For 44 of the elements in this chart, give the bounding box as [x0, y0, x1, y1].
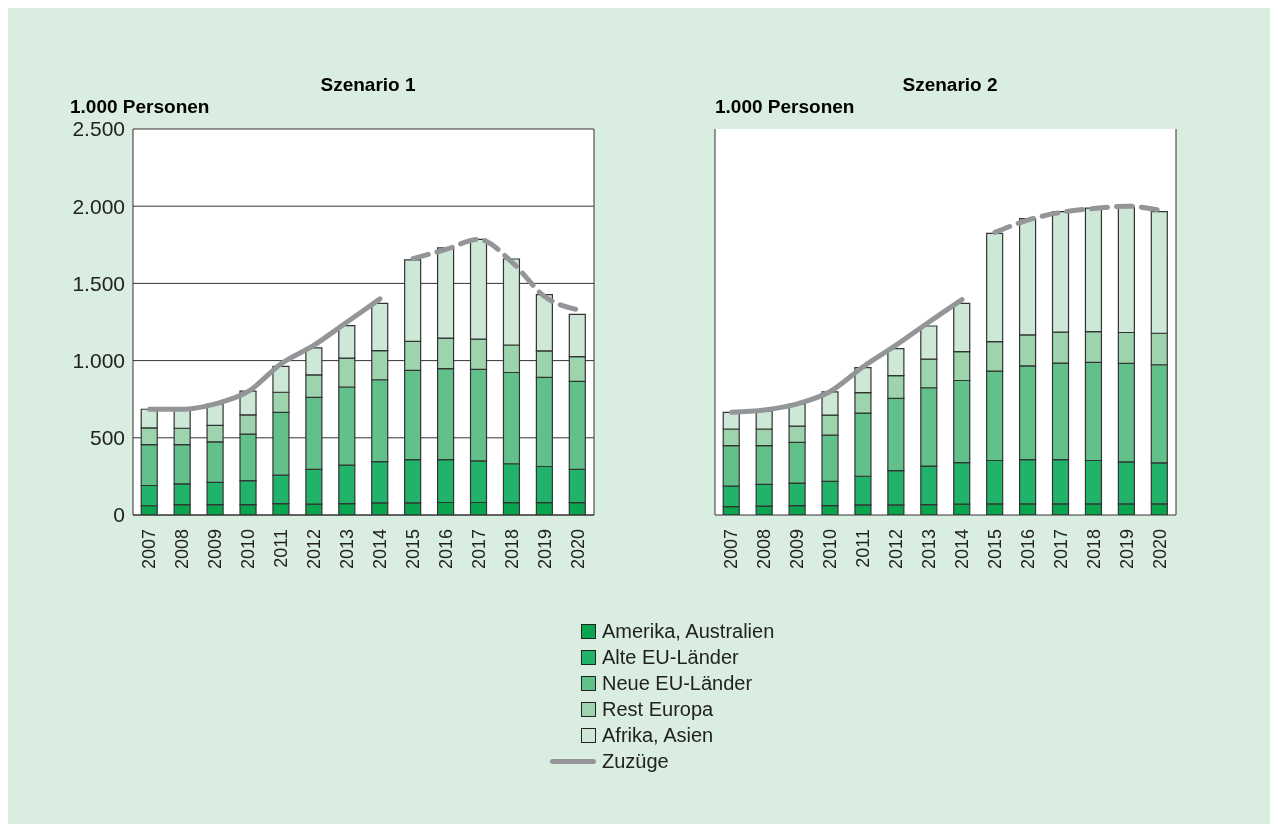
x-tick-label: 2013	[337, 529, 358, 570]
y-tick-label: 2.500	[72, 117, 125, 141]
x-tick-label: 2014	[369, 529, 390, 570]
x-tick-label: 2010	[820, 529, 841, 570]
y-tick-label: 500	[89, 426, 125, 450]
x-tick-label: 2019	[1116, 529, 1137, 570]
y-axis-title: 1.000 Personen	[715, 96, 855, 118]
x-tick-label: 2008	[172, 529, 193, 570]
x-tick-label: 2013	[919, 529, 940, 570]
legend-label: Alte EU-Länder	[602, 645, 739, 669]
x-tick-label: 2016	[1017, 529, 1038, 570]
x-tick-label: 2011	[271, 529, 292, 568]
legend-label: Rest Europa	[602, 697, 714, 721]
x-tick-label: 2018	[501, 529, 522, 570]
y-axis-title: 1.000 Personen	[70, 96, 210, 118]
x-tick-label: 2011	[853, 529, 874, 568]
x-tick-label: 2009	[205, 529, 226, 570]
x-tick-label: 2007	[721, 529, 742, 570]
chart-title: Szenario 2	[901, 74, 999, 96]
legend-label: Amerika, Australien	[602, 619, 775, 643]
x-tick-label: 2017	[468, 529, 489, 570]
y-tick-label: 1.500	[72, 271, 125, 295]
x-tick-label: 2007	[139, 529, 160, 570]
legend-label: Neue EU-Länder	[602, 671, 753, 695]
x-tick-label: 2012	[304, 529, 325, 570]
chart-title: Szenario 1	[319, 74, 417, 96]
x-tick-label: 2020	[567, 529, 588, 570]
x-tick-label: 2018	[1083, 529, 1104, 570]
x-tick-label: 2010	[238, 529, 259, 570]
x-tick-label: 2016	[435, 529, 456, 570]
x-tick-label: 2020	[1149, 529, 1170, 570]
x-tick-label: 2015	[402, 529, 423, 570]
legend-label: Zuzüge	[602, 749, 669, 773]
x-tick-label: 2019	[534, 529, 555, 570]
x-tick-label: 2008	[754, 529, 775, 570]
x-tick-label: 2014	[951, 529, 972, 570]
x-tick-label: 2015	[984, 529, 1005, 570]
y-tick-label: 1.000	[72, 349, 125, 373]
x-tick-label: 2017	[1050, 529, 1071, 570]
legend-label: Afrika, Asien	[602, 723, 714, 747]
x-tick-label: 2009	[787, 529, 808, 570]
x-tick-label: 2012	[886, 529, 907, 570]
y-tick-label: 2.000	[72, 194, 125, 218]
y-tick-label: 0	[113, 503, 125, 527]
